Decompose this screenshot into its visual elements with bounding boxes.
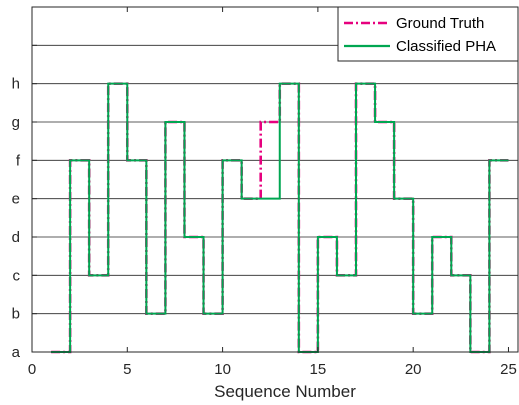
tick-labels: a b c d e f g h 0 5 10 15 20 25 [12, 76, 517, 378]
series-lines [51, 82, 509, 354]
legend-box [337, 6, 519, 62]
grid-lines [32, 44, 518, 315]
y-tick-label-g: g [12, 114, 20, 131]
legend-label-ground-truth: Ground Truth [396, 15, 484, 32]
tick-marks [31, 6, 509, 353]
series-line-classified-pha [51, 82, 509, 353]
x-tick-label-5: 5 [123, 361, 131, 378]
y-tick-label-f: f [16, 152, 21, 169]
x-tick-label-20: 20 [405, 361, 422, 378]
y-tick-label-e: e [12, 191, 20, 208]
y-tick-label-c: c [13, 267, 21, 284]
x-tick-label-10: 10 [214, 361, 231, 378]
y-tick-label-h: h [12, 76, 20, 93]
x-tick-label-0: 0 [28, 361, 36, 378]
x-tick-label-15: 15 [310, 361, 327, 378]
y-tick-label-a: a [12, 344, 21, 361]
x-axis-label: Sequence Number [214, 382, 356, 401]
y-tick-label-d: d [12, 229, 20, 246]
plot-area-frame [31, 6, 519, 353]
x-tick-label-25: 25 [500, 361, 517, 378]
y-tick-label-b: b [12, 306, 20, 323]
legend-label-classified-pha: Classified PHA [396, 38, 496, 55]
legend: Ground Truth Classified PHA [337, 6, 519, 62]
